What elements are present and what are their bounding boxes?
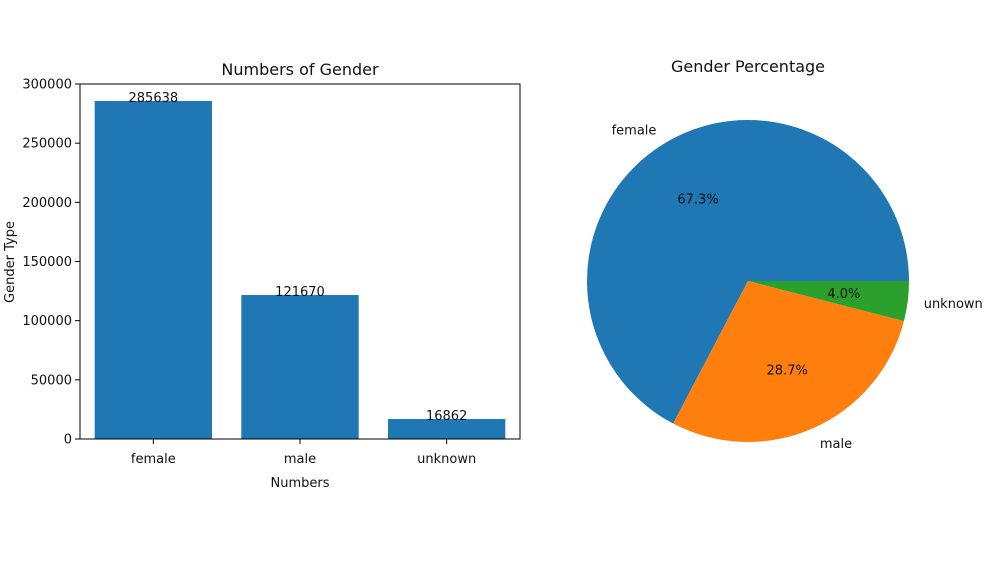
pie-pct-label: 28.7% [767,363,808,378]
bar-female [94,100,212,440]
bar-male [241,295,359,439]
bar-bars [94,100,506,440]
y-tick-label: 0 [64,433,72,448]
pie-category-label: male [820,437,852,452]
pie-pct-label: 67.3% [677,192,718,207]
bar-chart: Numbers of Gender Numbers Gender Type 0 5… [3,60,521,491]
bar-unknown [388,419,506,439]
pie-chart-title: Gender Percentage [671,57,825,76]
x-tick-label: unknown [417,452,476,467]
bar-chart-ylabel: Gender Type [3,221,18,303]
y-tick-label: 250000 [22,137,72,152]
y-tick-label: 100000 [22,314,72,329]
pie-pct-label: 4.0% [827,287,860,302]
y-tick-label: 300000 [22,78,72,93]
bar-plot-frame [79,83,521,440]
bar-y-ticks: 0 50000 100000 150000 200000 250000 300000 [22,78,80,448]
y-tick-label: 200000 [22,196,72,211]
pie-slice-female [587,120,909,424]
pie-category-label: unknown [924,297,983,312]
pie-slice-male [673,281,904,442]
pie-category-label: female [612,123,657,138]
bar-value-label: 285638 [129,91,179,106]
bar-x-ticks: female male unknown [131,439,476,467]
bar-value-label: 121670 [275,285,325,300]
pie-slices [587,120,909,442]
y-tick-label: 50000 [31,373,72,388]
bar-value-label: 16862 [426,409,467,424]
x-tick-label: male [284,452,316,467]
pie-chart: Gender Percentage 67.3% female 28.7% male 4.… [587,57,983,452]
pie-labels: 67.3% female 28.7% male 4.0% unknown [612,123,983,451]
bar-chart-title: Numbers of Gender [221,60,379,79]
y-tick-label: 150000 [22,255,72,270]
pie-slice-unknown [748,281,909,322]
x-tick-label: female [131,452,176,467]
bar-chart-xlabel: Numbers [271,476,330,491]
bar-value-labels: 285638 121670 16862 [129,91,468,424]
